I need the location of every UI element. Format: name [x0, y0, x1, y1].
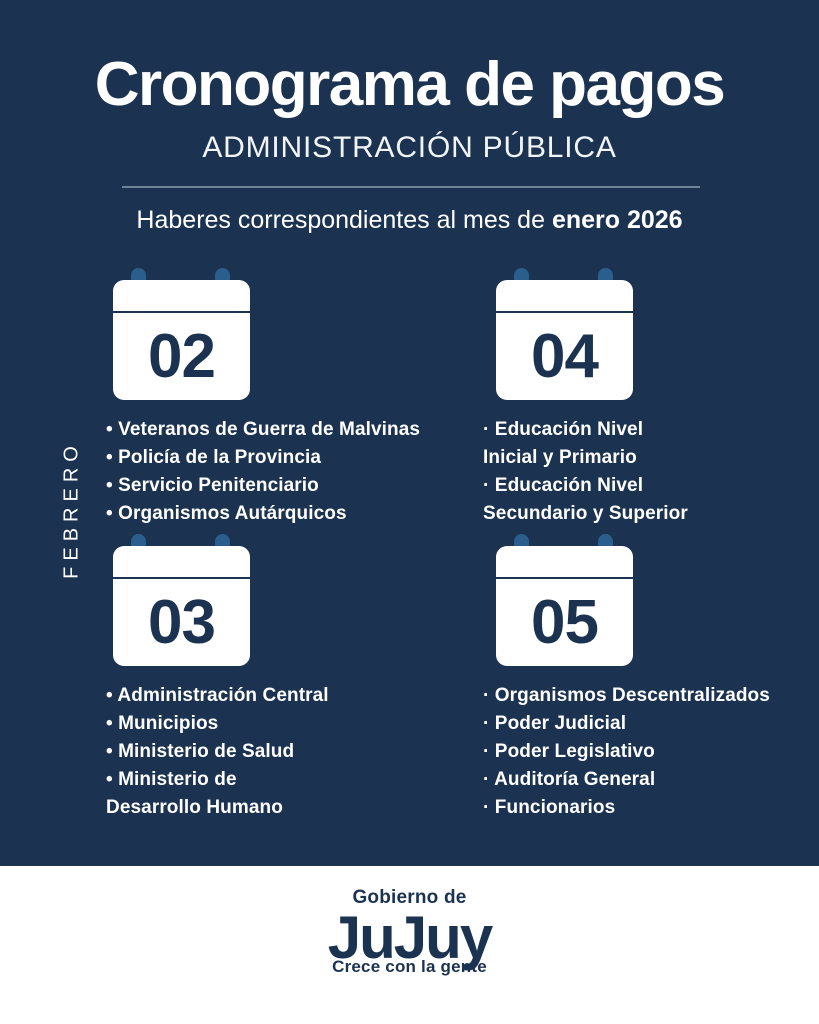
logo-wordmark: JuJuy	[327, 904, 493, 971]
month-statement-value: enero 2026	[551, 206, 683, 234]
month-statement-prefix: Haberes correspondientes al mes de	[136, 206, 552, 234]
list-item: · Educación Nivel Inicial y Primario	[483, 419, 644, 468]
page-subtitle: ADMINISTRACIÓN PÚBLICA	[202, 130, 617, 164]
calendar-day-number: 05	[531, 587, 599, 657]
list-item: · Educación Nivel Secundario y Superior	[483, 475, 688, 524]
header-divider	[122, 186, 700, 188]
list-item: · Funcionarios	[483, 797, 616, 818]
list-item: • Ministerio de Desarrollo Humano	[106, 769, 283, 818]
calendar-day-number: 02	[148, 321, 216, 391]
list-item: • Servicio Penitenciario	[106, 475, 319, 496]
calendar-header-rule	[113, 311, 250, 313]
calendar-body: 03	[113, 546, 250, 666]
logo-top-text: Gobierno de	[352, 887, 467, 908]
calendar-body: 05	[496, 546, 633, 666]
schedule-block-03: 03 • Administración Central • Municipios…	[100, 534, 440, 822]
entity-list-04: · Educación Nivel Inicial y Primario · E…	[483, 416, 819, 528]
schedule-blocks: 02 • Veteranos de Guerra de Malvinas • P…	[0, 268, 819, 848]
calendar-day-number: 04	[531, 321, 599, 391]
calendar-header-rule	[496, 311, 633, 313]
calendar-day-number: 03	[148, 587, 216, 657]
list-item: • Organismos Autárquicos	[106, 503, 347, 524]
schedule-block-04: 04 · Educación Nivel Inicial y Primario …	[483, 268, 819, 528]
list-item: • Veteranos de Guerra de Malvinas	[106, 419, 421, 440]
list-item: • Municipios	[106, 713, 219, 734]
list-item: · Poder Judicial	[483, 713, 627, 734]
calendar-body: 04	[496, 280, 633, 400]
list-item: • Policía de la Provincia	[106, 447, 322, 468]
list-item: • Administración Central	[106, 685, 329, 706]
list-item: · Organismos Descentralizados	[483, 685, 770, 706]
list-item: · Poder Legislativo	[483, 741, 655, 762]
calendar-body: 02	[113, 280, 250, 400]
entity-list-05: · Organismos Descentralizados · Poder Ju…	[483, 682, 819, 822]
calendar-icon-05: 05	[496, 534, 633, 666]
calendar-icon-04: 04	[496, 268, 633, 400]
government-logo: Gobierno de JuJuy Crece con la gente	[0, 888, 819, 975]
month-statement: Haberes correspondientes al mes de enero…	[0, 206, 819, 235]
page-title: Cronograma de pagos	[94, 50, 726, 119]
poster-footer: Gobierno de JuJuy Crece con la gente	[0, 866, 819, 1024]
entity-list-02: • Veteranos de Guerra de Malvinas • Poli…	[100, 416, 440, 528]
calendar-header-rule	[496, 577, 633, 579]
entity-list-03: • Administración Central • Municipios • …	[100, 682, 440, 822]
list-item: • Ministerio de Salud	[106, 741, 295, 762]
schedule-block-02: 02 • Veteranos de Guerra de Malvinas • P…	[100, 268, 440, 528]
schedule-block-05: 05 · Organismos Descentralizados · Poder…	[483, 534, 819, 822]
logo-tagline: Crece con la gente	[332, 957, 487, 976]
list-item: · Auditoría General	[483, 769, 656, 790]
navy-background-panel: Cronograma de pagos ADMINISTRACIÓN PÚBLI…	[0, 0, 819, 866]
calendar-header-rule	[113, 577, 250, 579]
poster-header: Cronograma de pagos ADMINISTRACIÓN PÚBLI…	[0, 0, 819, 164]
calendar-icon-02: 02	[113, 268, 250, 400]
calendar-icon-03: 03	[113, 534, 250, 666]
